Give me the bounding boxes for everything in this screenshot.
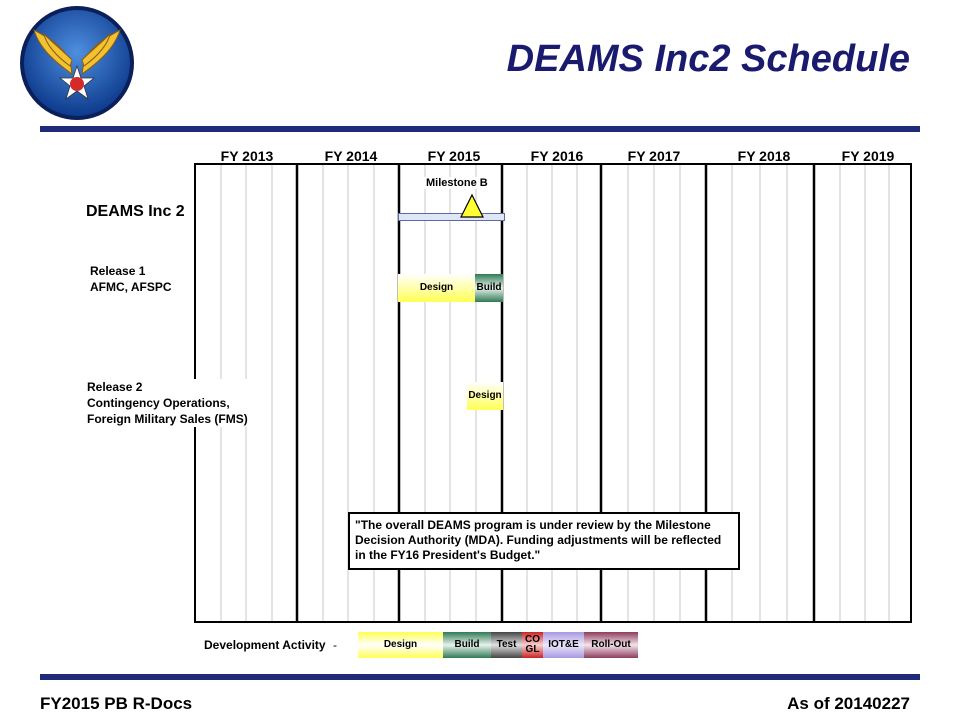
release2-design-label: Design: [468, 390, 502, 401]
release1-build-label: Build: [476, 282, 502, 293]
release2-line3: Foreign Military Sales (FMS): [87, 412, 248, 426]
footer-source: FY2015 PB R-Docs: [40, 694, 193, 713]
footer-date: As of 20140227: [787, 694, 910, 713]
air-force-logo-icon: [20, 6, 134, 120]
legend-rollout: Roll-Out: [584, 632, 638, 658]
milestone-b-triangle-icon: [460, 193, 484, 218]
header-rule: [40, 126, 920, 132]
release1-build-bar: Build: [475, 274, 503, 302]
fy-2017-header: FY 2017: [627, 148, 681, 164]
fy-2018-header: FY 2018: [737, 148, 791, 164]
release1-orgs: AFMC, AFSPC: [90, 280, 172, 294]
release1-title: Release 1: [90, 264, 146, 278]
review-note: "The overall DEAMS program is under revi…: [348, 512, 740, 570]
legend-cogl: CO GL: [522, 632, 543, 658]
milestone-b-label: Milestone B: [424, 177, 490, 189]
release1-label: Release 1 AFMC, AFSPC: [90, 263, 172, 295]
release2-title: Release 2: [87, 380, 143, 394]
inc2-label: DEAMS Inc 2: [86, 203, 185, 220]
release1-design-bar: Design: [398, 274, 475, 302]
release2-line2: Contingency Operations,: [87, 396, 230, 410]
release2-label: Release 2 Contingency Operations, Foreig…: [87, 379, 252, 427]
legend-dash: -: [332, 638, 337, 652]
legend-title: Development Activity: [204, 638, 326, 652]
fy-2016-header: FY 2016: [530, 148, 584, 164]
legend-design: Design: [358, 632, 443, 658]
legend-test: Test: [491, 632, 522, 658]
legend-cogl-line1: CO: [525, 634, 540, 645]
page-title: DEAMS Inc2 Schedule: [506, 38, 910, 80]
inc2-bar: [398, 213, 505, 221]
legend-cogl-line2: GL: [525, 644, 540, 655]
fy-2019-header: FY 2019: [841, 148, 895, 164]
fy-2014-header: FY 2014: [324, 148, 378, 164]
footer-rule: [40, 674, 920, 680]
fy-2013-header: FY 2013: [220, 148, 274, 164]
release1-design-label: Design: [419, 282, 454, 293]
fy-2015-header: FY 2015: [427, 148, 481, 164]
release2-design-bar: Design: [467, 382, 503, 410]
legend-label: Development Activity -: [204, 638, 337, 652]
legend-iote: IOT&E: [543, 632, 584, 658]
legend-build: Build: [443, 632, 491, 658]
